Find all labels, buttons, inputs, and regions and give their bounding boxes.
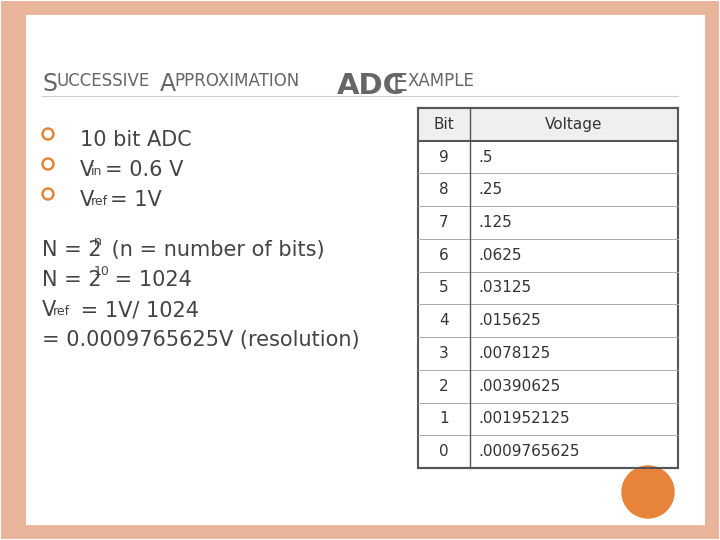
Text: V: V	[80, 190, 94, 210]
Bar	[418, 108, 678, 468]
Text: = 0.6 V: = 0.6 V	[105, 160, 184, 180]
Text: S: S	[42, 72, 57, 96]
Text: 0: 0	[439, 444, 449, 459]
Text: in: in	[91, 165, 102, 178]
Text: 8: 8	[439, 183, 449, 197]
Text: A: A	[160, 72, 176, 96]
Circle shape	[622, 466, 674, 518]
Text: .001952125: .001952125	[478, 411, 570, 427]
Text: XAMPLE: XAMPLE	[408, 72, 475, 90]
Text: 4: 4	[439, 313, 449, 328]
Text: ADC: ADC	[337, 72, 405, 100]
Text: = 1V: = 1V	[110, 190, 162, 210]
Text: 3: 3	[439, 346, 449, 361]
Text: V: V	[80, 160, 94, 180]
Text: ref: ref	[91, 195, 108, 208]
Bar	[418, 108, 678, 141]
Text: N = 2: N = 2	[42, 270, 102, 290]
Text: = 1V/ 1024: = 1V/ 1024	[74, 300, 199, 320]
Text: .125: .125	[478, 215, 512, 230]
Text: Bit: Bit	[433, 117, 454, 132]
Text: 9: 9	[439, 150, 449, 165]
Text: .00390625: .00390625	[478, 379, 560, 394]
Text: Voltage: Voltage	[545, 117, 603, 132]
Text: .03125: .03125	[478, 280, 531, 295]
Text: UCCESSIVE: UCCESSIVE	[56, 72, 149, 90]
Text: .5: .5	[478, 150, 492, 165]
Text: (n = number of bits): (n = number of bits)	[105, 240, 325, 260]
Text: 10 bit ADC: 10 bit ADC	[80, 130, 192, 150]
Text: 10: 10	[94, 265, 110, 278]
Text: = 0.0009765625V (resolution): = 0.0009765625V (resolution)	[42, 330, 359, 350]
Text: .0009765625: .0009765625	[478, 444, 580, 459]
Text: PPROXIMATION: PPROXIMATION	[174, 72, 300, 90]
Text: 6: 6	[439, 248, 449, 263]
Bar	[418, 108, 678, 468]
Text: V: V	[42, 300, 56, 320]
Text: .015625: .015625	[478, 313, 541, 328]
Text: ref: ref	[53, 305, 70, 318]
Text: 1: 1	[439, 411, 449, 427]
Text: .25: .25	[478, 183, 502, 197]
Text: = 1024: = 1024	[108, 270, 192, 290]
Text: .0078125: .0078125	[478, 346, 550, 361]
Text: 2: 2	[439, 379, 449, 394]
Bar	[8, 8, 26, 532]
Text: E: E	[393, 72, 408, 96]
Text: n: n	[94, 235, 102, 248]
Text: 5: 5	[439, 280, 449, 295]
Text: .0625: .0625	[478, 248, 521, 263]
Text: 7: 7	[439, 215, 449, 230]
Text: N = 2: N = 2	[42, 240, 102, 260]
